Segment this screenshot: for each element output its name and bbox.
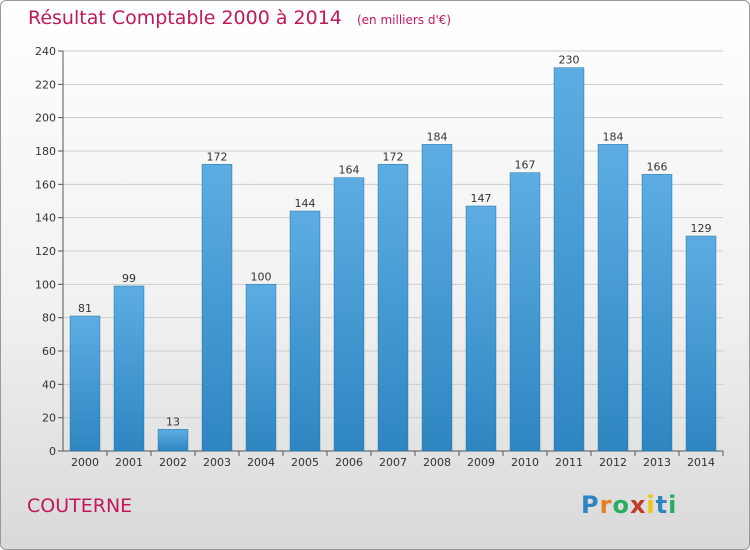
x-tick-label: 2001 [115, 456, 143, 469]
data-label-2008: 184 [427, 130, 448, 143]
data-label-2007: 172 [383, 150, 404, 163]
y-tick-label: 100 [35, 278, 56, 291]
x-tick-label: 2006 [335, 456, 363, 469]
data-label-2003: 172 [207, 150, 228, 163]
y-tick-label: 40 [42, 378, 56, 391]
bar-2008 [421, 144, 453, 452]
x-tick-label: 2003 [203, 456, 231, 469]
bar-2004 [245, 284, 277, 452]
commune-name: COUTERNE [27, 495, 133, 517]
data-label-2004: 100 [251, 270, 272, 283]
data-label-2002: 13 [166, 415, 180, 428]
bar-2000 [69, 315, 101, 452]
bar-2011 [553, 67, 585, 452]
chart-title: Résultat Comptable 2000 à 2014 [28, 7, 342, 29]
data-label-2012: 184 [603, 130, 624, 143]
logo-letter: o [612, 491, 630, 519]
y-tick-label: 160 [35, 178, 56, 191]
y-tick-label: 120 [35, 245, 56, 258]
x-tick-label: 2013 [643, 456, 671, 469]
y-tick-label: 0 [49, 445, 56, 458]
x-tick-label: 2002 [159, 456, 187, 469]
x-tick-label: 2004 [247, 456, 275, 469]
x-tick-label: 2008 [423, 456, 451, 469]
x-tick-label: 2012 [599, 456, 627, 469]
bars [69, 67, 717, 452]
x-tick-label: 2010 [511, 456, 539, 469]
y-tick-label: 60 [42, 345, 56, 358]
bar-2005 [289, 210, 321, 452]
logo-letter: t [655, 491, 669, 519]
y-tick-label: 220 [35, 78, 56, 91]
logo-letter: P [581, 491, 600, 519]
data-label-2009: 147 [471, 192, 492, 205]
bar-2001 [113, 285, 145, 452]
x-tick-label: 2014 [687, 456, 715, 469]
data-label-2001: 99 [122, 272, 136, 285]
bar-2007 [377, 164, 409, 452]
y-tick-label: 140 [35, 212, 56, 225]
y-tick-label: 200 [35, 112, 56, 125]
logo-letter: i [646, 491, 656, 519]
bar-2012 [597, 144, 629, 452]
data-label-2013: 166 [647, 160, 668, 173]
y-tick-label: 180 [35, 145, 56, 158]
data-label-2000: 81 [78, 302, 92, 315]
logo-letter: x [629, 491, 647, 519]
chart-subtitle: (en milliers d'€) [356, 13, 452, 27]
bar-2010 [509, 172, 541, 452]
logo-letter: r [599, 491, 613, 519]
logo-letter: i [668, 491, 678, 519]
bar-2003 [201, 164, 233, 452]
x-tick-label: 2007 [379, 456, 407, 469]
data-label-2005: 144 [295, 197, 316, 210]
bar-2009 [465, 205, 497, 452]
bar-2013 [641, 174, 673, 452]
x-tick-label: 2011 [555, 456, 583, 469]
data-label-2010: 167 [515, 159, 536, 172]
x-tick-label: 2009 [467, 456, 495, 469]
proxiti-logo: Proxiti [581, 491, 677, 519]
bar-2002 [157, 429, 189, 452]
axes: 0 20 40 60 80 100 120 140 160 180 200 220 240 2000 200… [35, 45, 724, 469]
y-tick-label: 240 [35, 45, 56, 58]
data-label-2014: 129 [691, 222, 712, 235]
bar-2006 [333, 177, 365, 452]
x-tick-label: 2005 [291, 456, 319, 469]
y-tick-label: 20 [42, 412, 56, 425]
data-label-2011: 230 [559, 54, 580, 67]
data-label-2006: 164 [339, 164, 360, 177]
bar-2014 [685, 235, 717, 452]
x-tick-label: 2000 [71, 456, 99, 469]
labels: 81 99 13 172 100 144 164 172 184 147 167 230 184 166 1… [78, 54, 712, 429]
title-row: Résultat Comptable 2000 à 2014 (en milli… [28, 7, 451, 29]
y-tick-label: 80 [42, 312, 56, 325]
